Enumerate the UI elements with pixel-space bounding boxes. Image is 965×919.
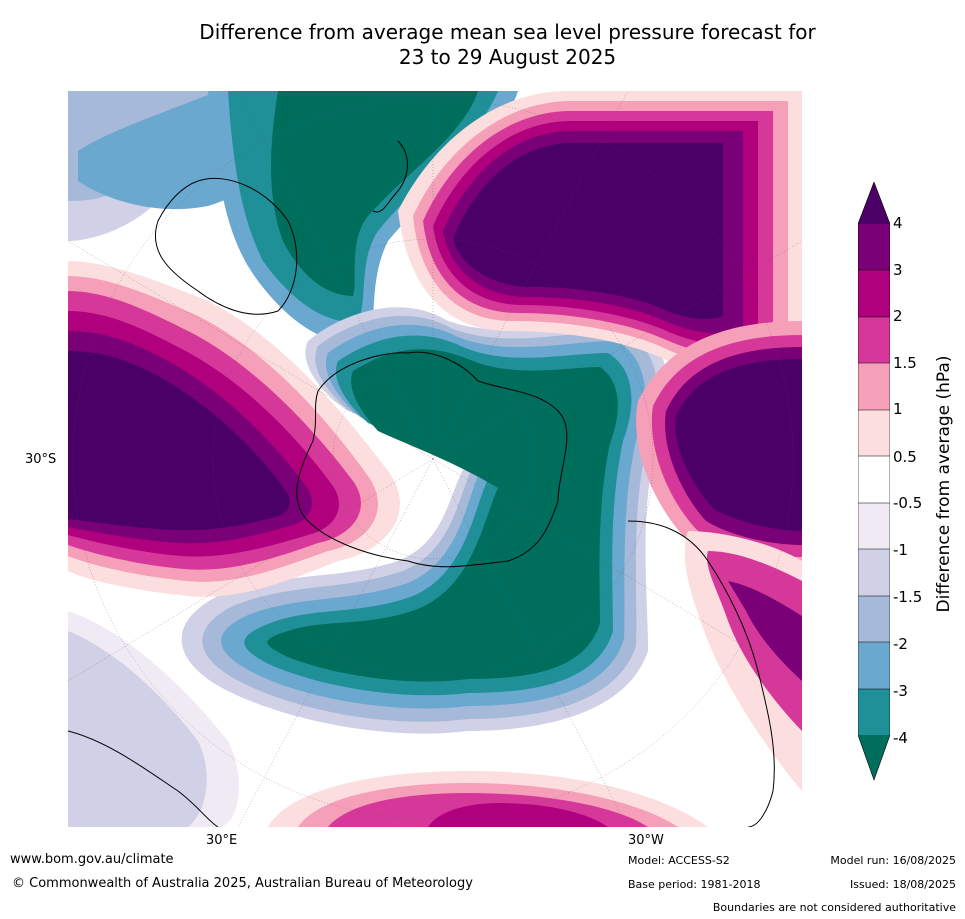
footer-model: Model: ACCESS-S2 [628, 854, 730, 867]
colorbar-bin-neg1-neg1.5 [858, 549, 890, 596]
latitude-label-30s: 30°S [25, 452, 57, 467]
colorbar-tick: 0.5 [893, 448, 917, 466]
colorbar-bin-neg3-neg4 [858, 689, 890, 735]
longitude-label-30w: 30°W [628, 833, 664, 848]
colorbar-bin-neg2-neg3 [858, 642, 890, 689]
footer-url[interactable]: www.bom.gov.au/climate [10, 852, 174, 867]
colorbar-bin-2-3 [858, 270, 890, 317]
map-svg [68, 91, 802, 827]
footer-copyright: © Commonwealth of Australia 2025, Austra… [12, 876, 473, 891]
colorbar-title: Difference from average (hPa) [934, 355, 954, 613]
colorbar-bin-3-4 [858, 224, 890, 270]
colorbar-extend-bottom [858, 735, 890, 780]
colorbar-bin-1.5-2 [858, 317, 890, 363]
colorbar-bin-0.5-1 [858, 410, 890, 456]
colorbar-tick: 2 [893, 307, 903, 325]
footer-base-period: Base period: 1981-2018 [628, 878, 761, 891]
colorbar [858, 182, 890, 781]
colorbar-bin-neg1.5-neg2 [858, 596, 890, 642]
colorbar-bin-1-1.5 [858, 363, 890, 410]
colorbar-bin-neg0.5-neg1 [858, 503, 890, 549]
colorbar-extend-top [858, 182, 890, 224]
footer-issued: Issued: 18/08/2025 [849, 878, 956, 891]
chart-title: Difference from average mean sea level p… [140, 20, 875, 70]
colorbar-tick: -2 [893, 635, 908, 653]
colorbar-tick: 4 [893, 214, 903, 232]
title-line-2: 23 to 29 August 2025 [398, 45, 617, 69]
colorbar-tick: -0.5 [893, 494, 923, 512]
colorbar-tick: -1.5 [893, 588, 923, 606]
colorbar-tick: 1 [893, 400, 903, 418]
colorbar-tick: 1.5 [893, 354, 917, 372]
footer-model-run: Model run: 16/08/2025 [830, 854, 956, 867]
colorbar-tick: -3 [893, 682, 908, 700]
title-line-1: Difference from average mean sea level p… [199, 20, 816, 44]
colorbar-bin-neutral [858, 456, 890, 503]
colorbar-tick: 3 [893, 261, 903, 279]
longitude-label-30e: 30°E [206, 833, 238, 848]
colorbar-tick: -1 [893, 541, 908, 559]
pressure-anomaly-map[interactable] [68, 91, 802, 827]
colorbar-tick: -4 [893, 729, 908, 747]
footer-disclaimer: Boundaries are not considered authoritat… [712, 901, 956, 914]
